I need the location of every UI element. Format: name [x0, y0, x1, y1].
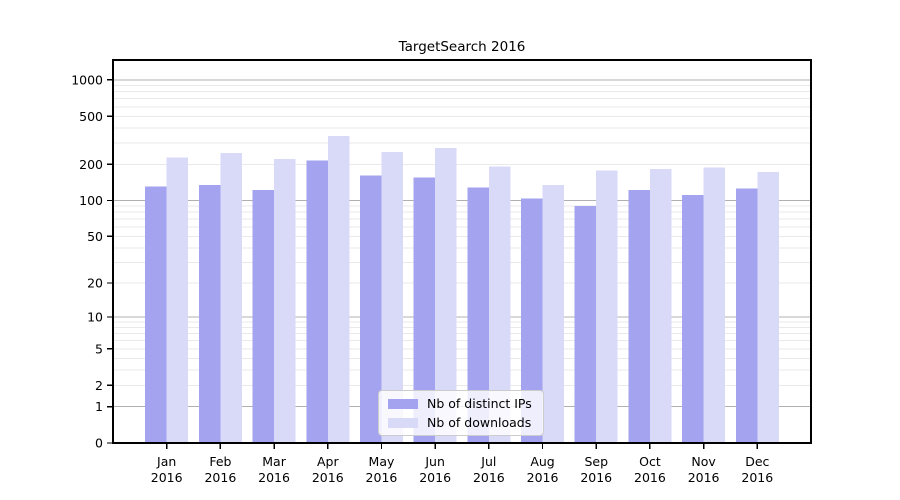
y-tick-label: 50 [87, 229, 103, 244]
bar-downloads [757, 172, 779, 444]
bar-downloads [649, 169, 672, 444]
y-tick-label: 10 [87, 309, 103, 324]
legend-label-downloads: Nb of downloads [427, 415, 532, 430]
bar-distinct-ips [413, 177, 436, 443]
bar-downloads [220, 152, 242, 444]
plot-border [112, 59, 812, 444]
legend-item-downloads: Nb of downloads [388, 415, 534, 430]
x-tick-label: Apr 2016 [312, 454, 344, 485]
x-tick-label: Oct 2016 [634, 454, 666, 485]
x-tick-label: Feb 2016 [204, 454, 236, 485]
x-tick-label: Sep 2016 [580, 454, 612, 485]
bar-downloads [488, 166, 511, 443]
x-tick-label: Jul 2016 [473, 454, 505, 485]
x-tick-label: May 2016 [366, 454, 398, 485]
bar-downloads [435, 148, 457, 444]
bar-distinct-ips [628, 190, 650, 443]
y-tick-label: 1000 [71, 72, 103, 87]
y-tick-label: 2 [95, 378, 103, 393]
legend-item-distinct-ips: Nb of distinct IPs [388, 396, 534, 411]
x-tick-label: Nov 2016 [688, 454, 720, 485]
legend-swatch-downloads [388, 417, 418, 428]
bar-downloads [381, 152, 403, 443]
bar-downloads [327, 135, 350, 443]
bar-distinct-ips [252, 190, 275, 443]
bar-distinct-ips [574, 205, 597, 443]
bar-downloads [166, 157, 189, 443]
x-tick-label: Jun 2016 [419, 454, 451, 485]
bar-distinct-ips [735, 188, 758, 443]
y-tick-label: 100 [79, 193, 103, 208]
legend: Nb of distinct IPs Nb of downloads [378, 390, 544, 436]
legend-swatch-distinct-ips [388, 398, 418, 409]
bar-distinct-ips [145, 186, 167, 443]
y-tick-label: 5 [95, 341, 103, 356]
x-tick-label: Dec 2016 [741, 454, 773, 485]
y-tick-label: 500 [79, 109, 103, 124]
bar-distinct-ips [521, 198, 543, 443]
bar-distinct-ips [306, 160, 328, 443]
bar-downloads [274, 159, 296, 443]
bar-distinct-ips [198, 185, 221, 443]
bar-distinct-ips [682, 195, 704, 443]
chart-title: TargetSearch 2016 [398, 39, 526, 55]
bar-downloads [703, 167, 726, 443]
x-tick-label: Jan 2016 [151, 454, 183, 485]
x-tick-label: Mar 2016 [258, 454, 290, 485]
bar-distinct-ips [467, 187, 489, 443]
y-tick-label: 20 [87, 276, 103, 291]
y-tick-label: 200 [79, 157, 103, 172]
bar-distinct-ips [359, 175, 382, 443]
y-tick-label: 0 [95, 436, 103, 451]
legend-label-distinct-ips: Nb of distinct IPs [427, 396, 532, 411]
bar-downloads [596, 170, 618, 443]
x-tick-label: Aug 2016 [527, 454, 559, 485]
y-tick-label: 1 [95, 399, 103, 414]
bar-downloads [542, 184, 565, 443]
